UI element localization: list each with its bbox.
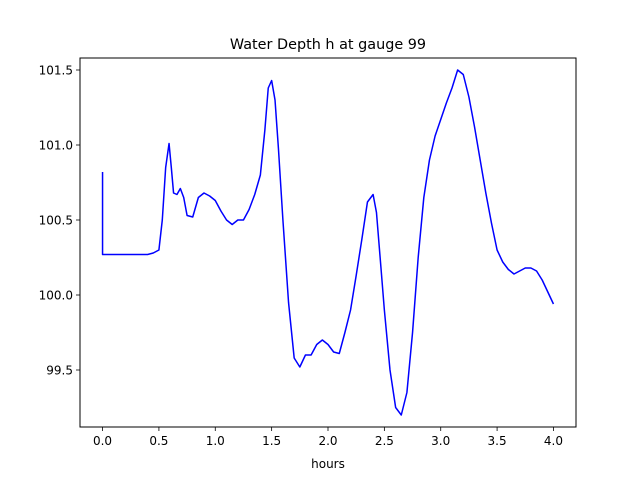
y-tick-label: 101.5 [39,64,73,78]
x-tick-label: 1.0 [206,434,225,448]
axes-layer: 0.0 0.5 1.0 1.5 2.0 2.5 3.0 3.5 4.0 99.5 100.0 100.… [39,57,577,448]
x-tick-label: 0.0 [93,434,112,448]
x-tick-label: 3.5 [488,434,507,448]
y-tick-label: 100.0 [39,289,73,303]
x-tick-label: 4.0 [544,434,563,448]
x-tick-label: 3.0 [431,434,450,448]
x-tick-label: 2.0 [318,434,337,448]
series-line-0 [101,69,555,416]
plot-layer [101,69,555,416]
y-tick-label: 101.0 [39,139,73,153]
y-tick-label: 100.5 [39,214,73,228]
x-tick-label: 0.5 [149,434,168,448]
chart-title: Water Depth h at gauge 99 [230,37,426,53]
y-tick-label: 99.5 [46,364,73,378]
x-tick-label: 1.5 [262,434,281,448]
x-axis-label: hours [311,457,345,471]
x-tick-label: 2.5 [375,434,394,448]
